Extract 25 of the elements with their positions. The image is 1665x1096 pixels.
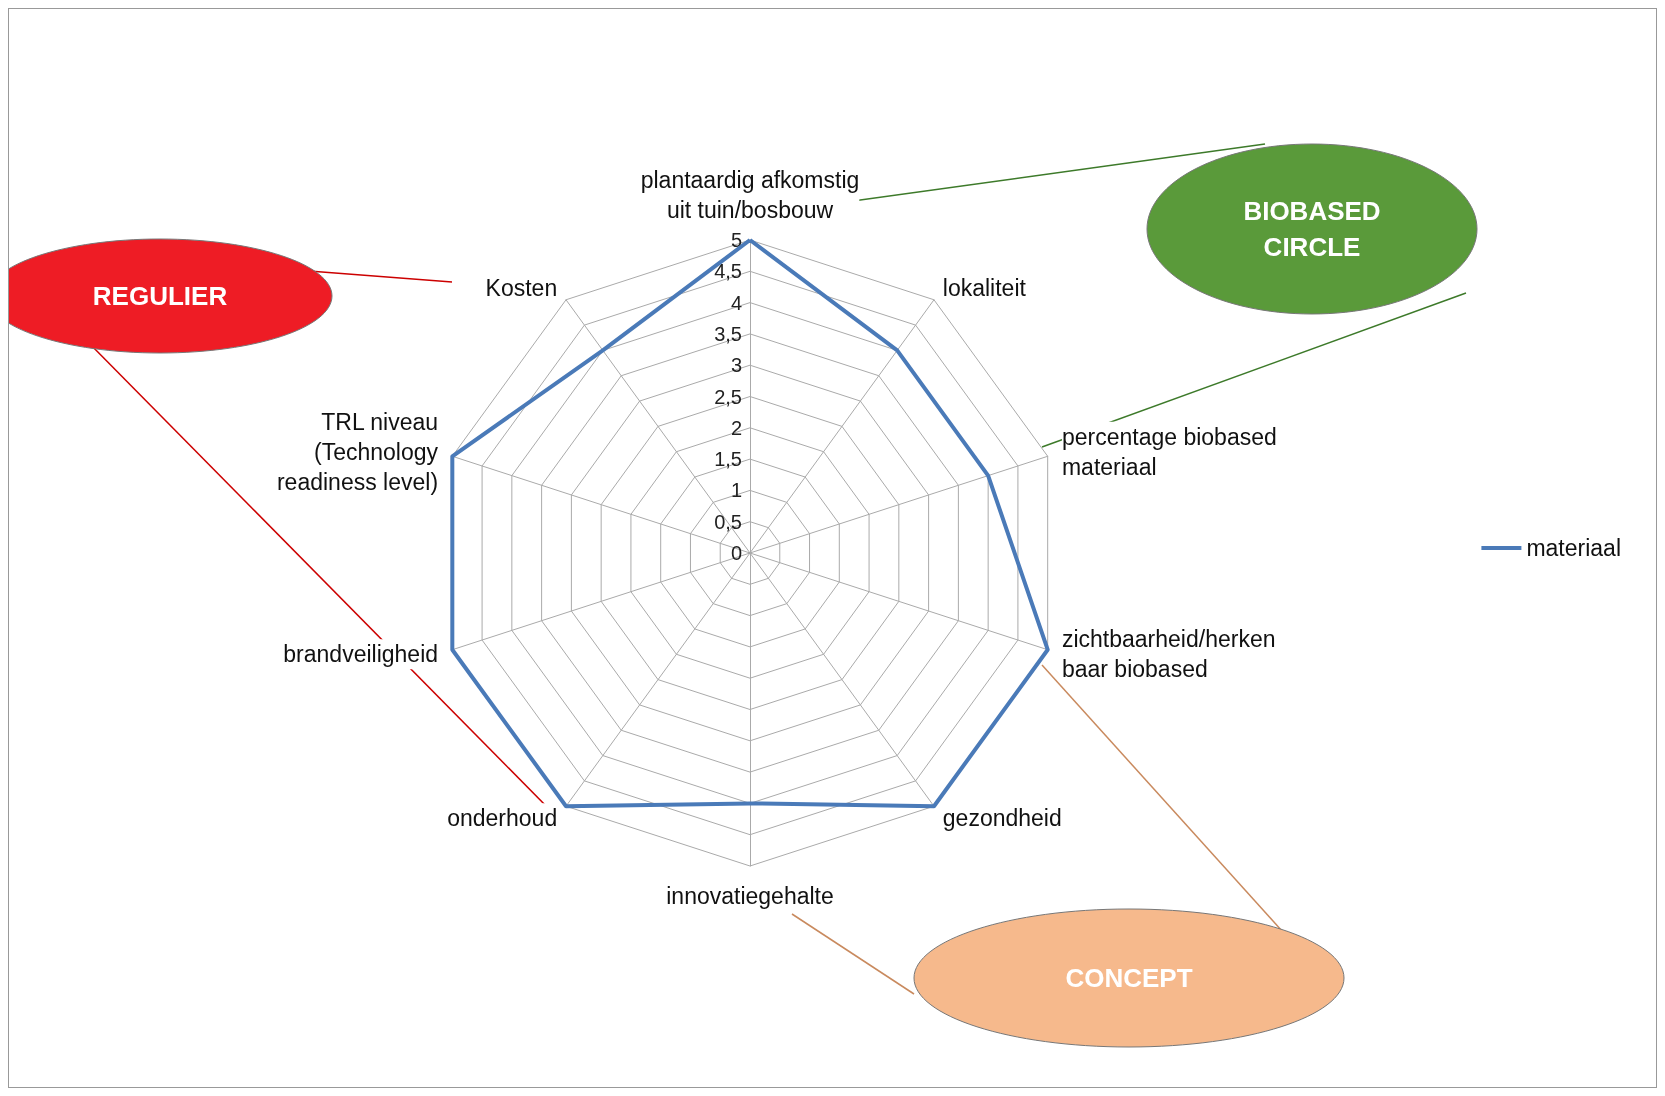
spoke-label: onderhoud bbox=[447, 805, 558, 832]
y-tick-label: 3 bbox=[730, 354, 742, 377]
y-tick-label: 2,5 bbox=[714, 385, 742, 408]
y-tick-label: 4,5 bbox=[714, 260, 742, 283]
y-tick-label: 1 bbox=[730, 479, 742, 502]
spoke-label: zichtbaarheid/herken baar biobased bbox=[1061, 626, 1276, 683]
spoke-label: brandveiligheid bbox=[283, 641, 439, 668]
y-tick-label: 3,5 bbox=[714, 322, 742, 345]
spoke-label: TRL niveau (Technology readiness level) bbox=[276, 408, 439, 495]
y-tick-label: 0 bbox=[730, 542, 742, 564]
y-tick-label: 2 bbox=[730, 416, 742, 439]
spoke-label: innovatiegehalte bbox=[666, 883, 834, 909]
y-tick-label: 1,5 bbox=[714, 448, 742, 471]
spoke-label: Kosten bbox=[485, 274, 558, 301]
spoke-label: lokaliteit bbox=[942, 274, 1027, 301]
text: REGULIER bbox=[92, 281, 228, 311]
text: BIOBASED CIRCLE bbox=[1243, 196, 1381, 262]
y-tick-label: 0,5 bbox=[714, 510, 742, 533]
spoke-label: plantaardig afkomstig uit tuin/bosbouw bbox=[640, 167, 860, 223]
y-tick-label: 5 bbox=[730, 229, 742, 251]
spoke-label: percentage biobased materiaal bbox=[1061, 423, 1277, 480]
text: CONCEPT bbox=[1065, 963, 1193, 993]
legend-label: materiaal bbox=[1526, 535, 1622, 561]
spoke-label: gezondheid bbox=[942, 805, 1062, 832]
y-tick-label: 4 bbox=[730, 291, 742, 314]
